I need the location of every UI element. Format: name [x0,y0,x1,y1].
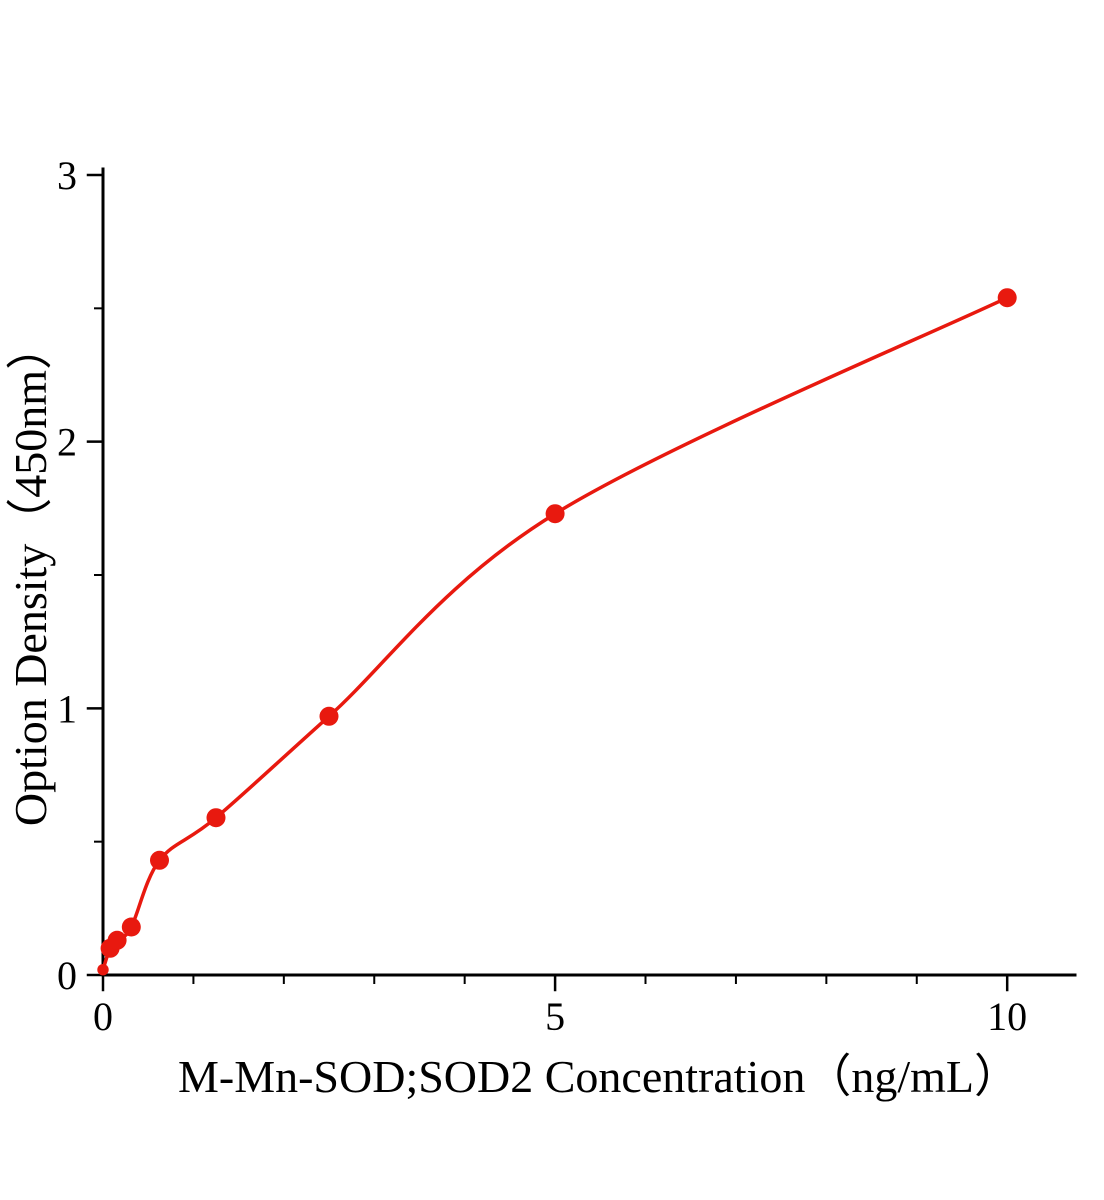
y-axis-title: Option Density（450nm） [5,324,56,826]
x-tick-label: 10 [987,994,1027,1039]
y-tick-label: 1 [57,686,77,731]
data-point [319,706,339,726]
data-point [206,808,226,828]
data-points [97,288,1017,976]
data-point [121,917,141,937]
data-point [997,288,1017,308]
x-tick-label: 5 [545,994,565,1039]
axes [86,167,1077,992]
tick-labels: 0 5 10 0 1 2 3 [57,153,1027,1039]
data-point [545,504,565,524]
data-point [97,964,109,976]
x-tick-label: 0 [93,994,113,1039]
data-point [150,850,169,870]
y-tick-label: 0 [57,953,77,998]
y-tick-label: 3 [57,153,77,198]
data-point [107,930,127,950]
fit-curve [101,295,1009,972]
y-tick-label: 2 [57,420,77,465]
x-axis-title: M-Mn-SOD;SOD2 Concentration（ng/mL） [178,1051,1020,1102]
